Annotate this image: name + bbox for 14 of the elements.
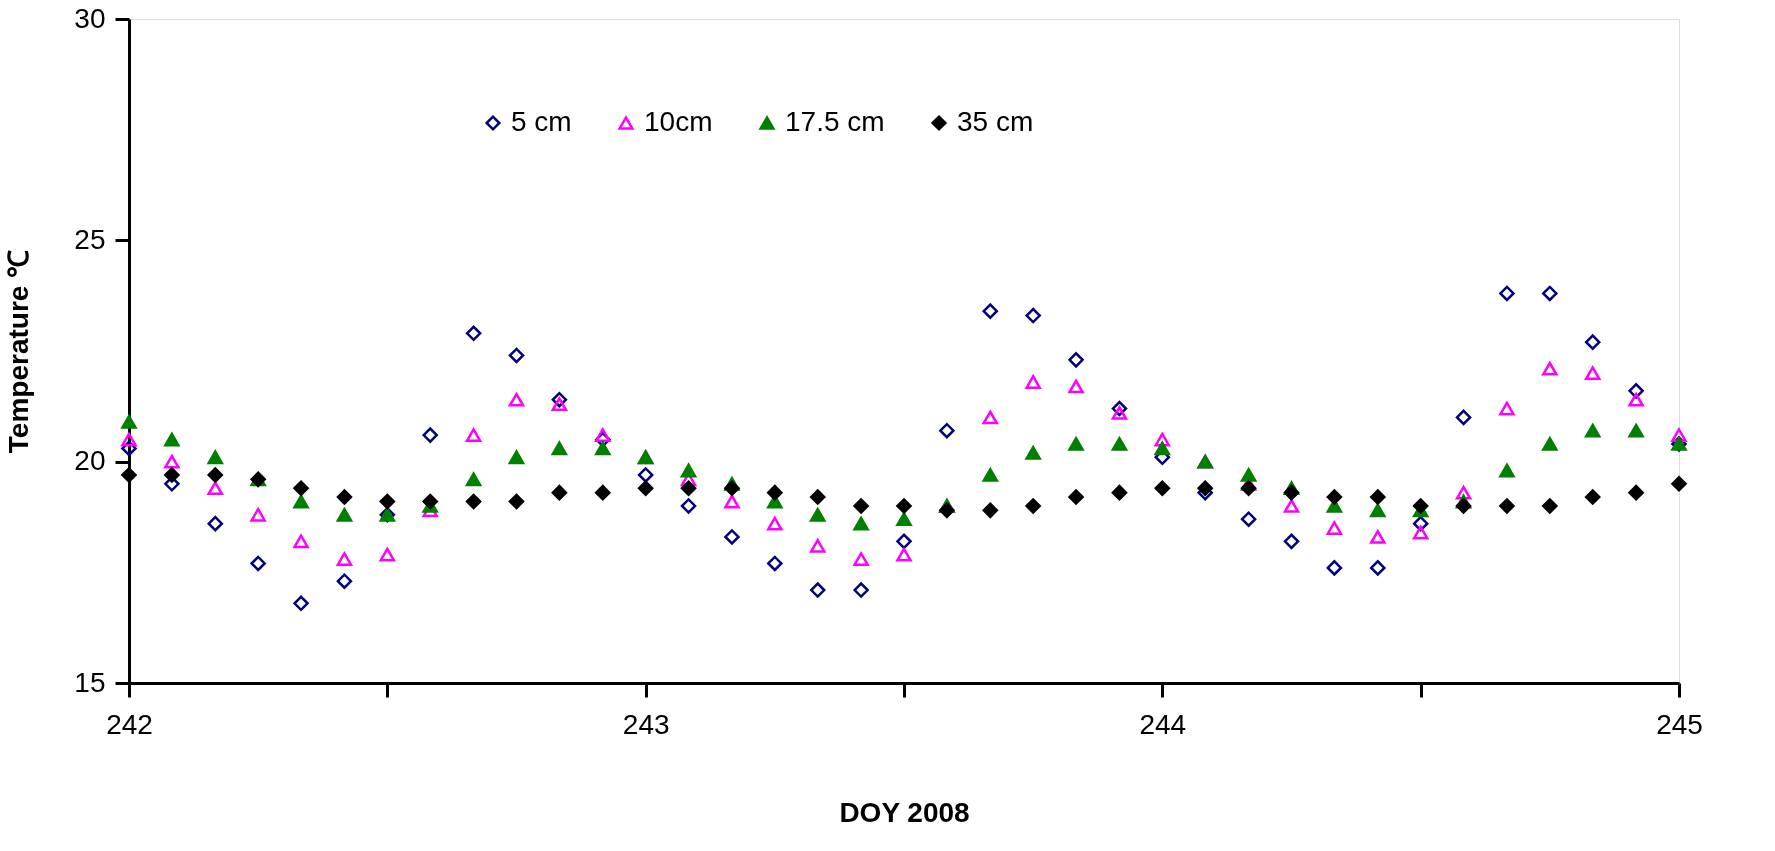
x-axis-title: DOY 2008 [839, 796, 970, 828]
y-tick-label: 20 [74, 445, 106, 477]
x-tick-label: 243 [622, 708, 670, 740]
x-tick-label: 242 [106, 708, 153, 740]
legend-label: 10cm [644, 106, 713, 137]
y-tick-label: 15 [74, 666, 106, 698]
y-tick-label: 30 [74, 2, 106, 34]
x-tick-label: 245 [1656, 708, 1703, 740]
legend-label: 5 cm [511, 106, 572, 137]
x-tick-label: 244 [1139, 708, 1187, 740]
legend-label: 17.5 cm [785, 106, 885, 137]
y-tick-label: 25 [74, 223, 106, 255]
legend-label: 35 cm [957, 106, 1034, 137]
y-axis-title: Temperature ℃ [3, 249, 35, 454]
